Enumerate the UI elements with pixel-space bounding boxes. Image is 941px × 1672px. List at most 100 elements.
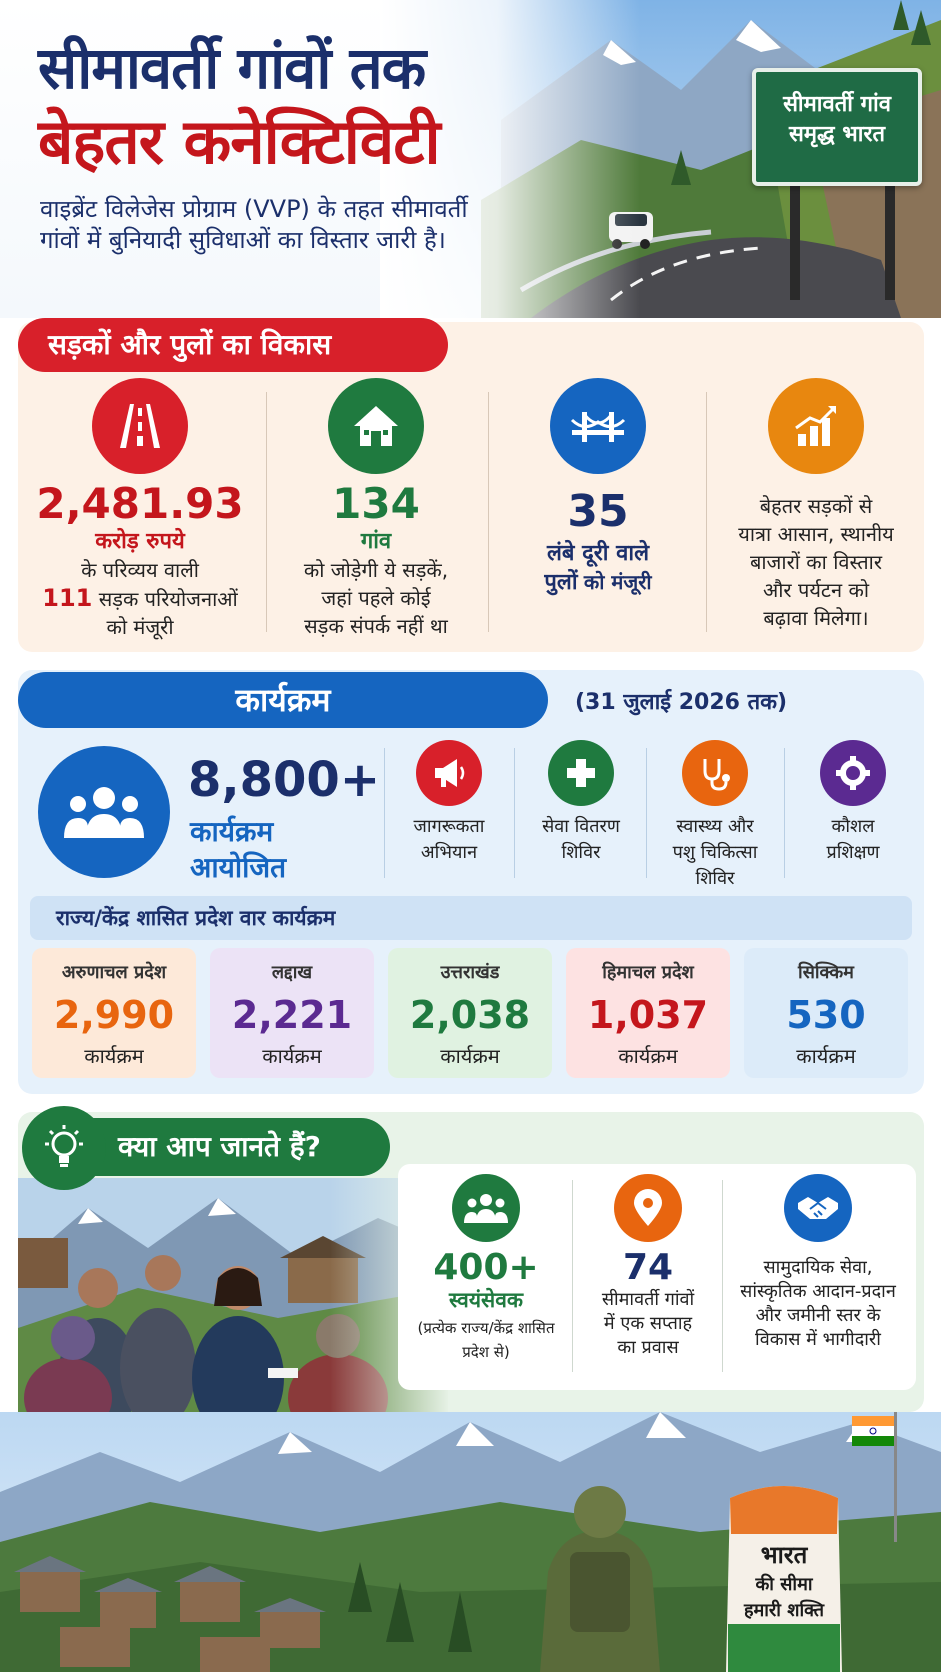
category-health-line3: शिविर [695, 868, 735, 889]
volunteers-value: 400+ [433, 1247, 539, 1288]
road-icon [92, 378, 188, 474]
volunteers-note1: (प्रत्येक राज्य/केंद्र शासित [417, 1319, 555, 1337]
border-pillar [726, 1486, 842, 1672]
benefits-line4: और पर्यटन को [762, 578, 870, 602]
category-awareness-line2: अभियान [420, 842, 478, 863]
growth-chart-icon [768, 378, 864, 474]
category-skill-training: कौशल प्रशिक्षण [790, 740, 916, 866]
road-outlay-line2: सड़क परियोजनाओं [98, 587, 238, 611]
gear-icon [820, 740, 886, 806]
pillar-line3: हमारी शक्ति [743, 1600, 825, 1621]
state-card-arunachal: अरुणाचल प्रदेश 2,990 कार्यक्रम [32, 948, 196, 1078]
category-awareness-line1: जागरूकता [413, 816, 485, 837]
village-stay-value: 74 [622, 1247, 674, 1288]
road-project-count: 111 [42, 584, 93, 612]
roads-section [18, 322, 924, 652]
road-outlay-stat: 2,481.93 करोड़ रुपये के परिव्यय वाली 111… [30, 378, 250, 641]
village-stay-line2: में एक सप्ताह [603, 1313, 693, 1334]
road-outlay-unit: करोड़ रुपये [95, 529, 185, 554]
state-card-sikkim: सिक्किम 530 कार्यक्रम [744, 948, 908, 1078]
state-name: लद्दाख [271, 962, 313, 983]
category-skill-line1: कौशल [831, 816, 875, 837]
benefits-line1: बेहतर सड़कों से [759, 494, 873, 518]
villages-connected-line2: जहां पहले कोई [321, 586, 431, 610]
bridges-line2: को मंजूरी [583, 570, 652, 594]
volunteers-label: स्वयंसेवक [448, 1288, 524, 1312]
facts-heading: क्या आप जानते हैं? [60, 1118, 390, 1176]
page-title-line1: सीमावर्ती गांवों तक [38, 34, 426, 102]
volunteers-note2: प्रदेश से) [462, 1343, 510, 1361]
header-banner: सीमावर्ती गांवों तक बेहतर कनेक्टिविटी वा… [0, 0, 941, 318]
road-outlay-line3: को मंजूरी [106, 615, 174, 639]
state-name: उत्तराखंड [440, 962, 500, 983]
category-service-camp: सेवा वितरण शिविर [518, 740, 644, 866]
state-value: 2,990 [53, 993, 175, 1037]
participation-line3: और जमीनी स्तर के [755, 1305, 881, 1326]
category-health-camp: स्वास्थ्य और पशु चिकित्सा शिविर [652, 740, 778, 892]
state-unit: कार्यक्रम [618, 1044, 678, 1068]
fact-village-stay: 74 सीमावर्ती गांवों में एक सप्ताह का प्र… [568, 1174, 728, 1360]
category-service-line2: शिविर [561, 842, 601, 863]
state-value: 2,221 [231, 993, 353, 1037]
handshake-icon [784, 1174, 852, 1242]
state-card-ladakh: लद्दाख 2,221 कार्यक्रम [210, 948, 374, 1078]
bridges-line1: लंबे दूरी वाले [546, 541, 650, 566]
benefits-line5: बढ़ावा मिलेगा। [763, 606, 869, 630]
state-name: हिमाचल प्रदेश [602, 962, 694, 983]
road-sign-line2: समृद्ध भारत [789, 122, 885, 147]
road-outlay-line1: के परिव्यय वाली [81, 558, 199, 582]
programs-date-note: (31 जुलाई 2026 तक) [575, 690, 788, 715]
category-health-line1: स्वास्थ्य और [676, 816, 754, 837]
road-sign-line1: सीमावर्ती गांव [783, 92, 891, 117]
programs-total-label1: कार्यक्रम [190, 815, 274, 848]
villages-connected-line3: सड़क संपर्क नहीं था [304, 614, 448, 638]
category-awareness: जागरूकता अभियान [386, 740, 512, 866]
megaphone-icon [416, 740, 482, 806]
medical-cross-icon [548, 740, 614, 806]
state-value: 1,037 [587, 993, 709, 1037]
benefits-line3: बाजारों का विस्तार [749, 550, 883, 574]
state-unit: कार्यक्रम [262, 1044, 322, 1068]
location-pin-icon [614, 1174, 682, 1242]
programs-total-value: 8,800+ [188, 752, 381, 808]
page-subtitle: वाइब्रेंट विलेजेस प्रोग्राम (VVP) के तहत… [40, 195, 468, 254]
category-skill-line2: प्रशिक्षण [826, 842, 880, 863]
village-stay-line3: का प्रवास [617, 1337, 679, 1358]
state-card-uttarakhand: उत्तराखंड 2,038 कार्यक्रम [388, 948, 552, 1078]
villages-connected-value: 134 [332, 479, 420, 528]
programs-total-label2: आयोजित [190, 851, 287, 884]
category-health-line2: पशु चिकित्सा [672, 842, 758, 863]
participation-line2: सांस्कृतिक आदान-प्रदान [740, 1281, 896, 1302]
pillar-line2: की सीमा [755, 1574, 813, 1595]
pillar-line1: भारत [760, 1541, 808, 1569]
villages-connected-unit: गांव [360, 529, 392, 554]
benefits-line2: यात्रा आसान, स्थानीय [738, 522, 894, 546]
state-unit: कार्यक्रम [440, 1044, 500, 1068]
programs-heading: कार्यक्रम [18, 672, 548, 728]
bridges-bold-word: पुलों [544, 570, 578, 595]
category-service-line1: सेवा वितरण [542, 816, 620, 837]
benefits-stat: बेहतर सड़कों से यात्रा आसान, स्थानीय बाज… [706, 378, 926, 632]
house-icon [328, 378, 424, 474]
road-outlay-value: 2,481.93 [36, 479, 244, 528]
roads-heading: सड़कों और पुलों का विकास [18, 318, 448, 372]
state-name: सिक्किम [798, 962, 854, 983]
state-programs-heading: राज्य/केंद्र शासित प्रदेश वार कार्यक्रम [30, 896, 912, 940]
bridges-stat: 35 लंबे दूरी वाले पुलों को मंजूरी [488, 378, 708, 597]
villages-connected-stat: 134 गांव को जोड़ेगी ये सड़कें, जहां पहले… [266, 378, 486, 640]
group-icon [452, 1174, 520, 1242]
state-unit: कार्यक्रम [84, 1044, 144, 1068]
state-value: 2,038 [409, 993, 531, 1037]
participation-line4: विकास में भागीदारी [755, 1329, 881, 1350]
stethoscope-icon [682, 740, 748, 806]
fact-participation: सामुदायिक सेवा, सांस्कृतिक आदान-प्रदान औ… [726, 1174, 910, 1352]
villages-connected-line1: को जोड़ेगी ये सड़कें, [303, 558, 449, 582]
page-title-line2: बेहतर कनेक्टिविटी [38, 105, 441, 178]
state-value: 530 [786, 993, 866, 1037]
road-sign: सीमावर्ती गांव समृद्ध भारत [752, 68, 922, 186]
fact-volunteers: 400+ स्वयंसेवक (प्रत्येक राज्य/केंद्र शा… [406, 1174, 566, 1364]
village-stay-line1: सीमावर्ती गांवों [601, 1289, 695, 1310]
people-icon [38, 746, 170, 878]
state-card-himachal: हिमाचल प्रदेश 1,037 कार्यक्रम [566, 948, 730, 1078]
participation-line1: सामुदायिक सेवा, [763, 1257, 873, 1278]
